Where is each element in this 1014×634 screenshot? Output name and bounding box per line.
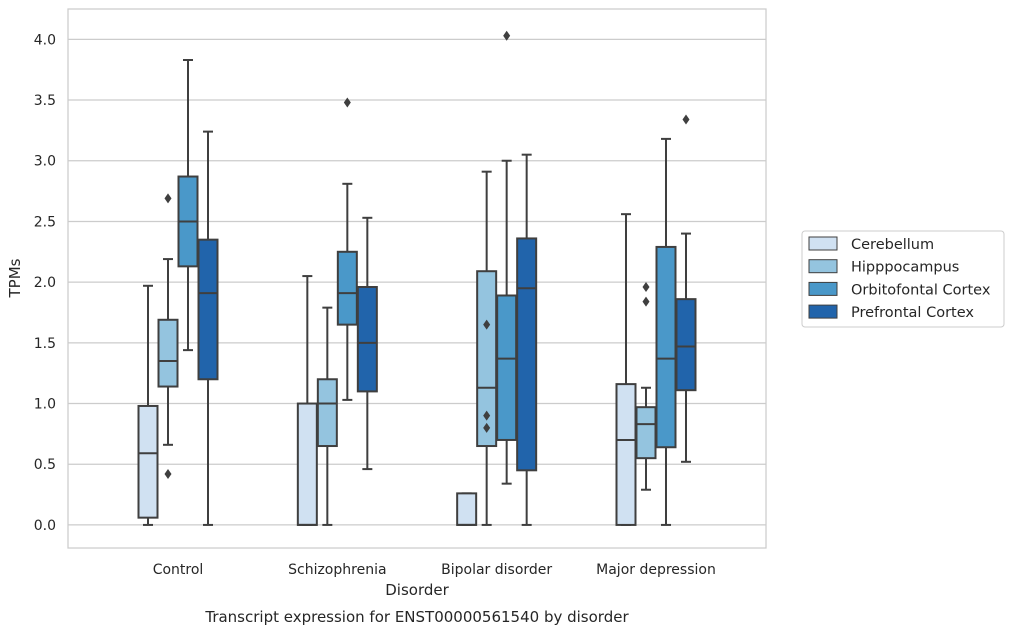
box-series — [137, 30, 697, 526]
box-group — [456, 492, 478, 526]
box-group — [336, 97, 358, 401]
y-axis-tick-labels: 0.0 0.5 1.0 1.5 2.0 2.5 3.0 3.5 4.0 — [34, 32, 56, 534]
chart-caption: Transcript expression for ENST0000056154… — [204, 608, 629, 626]
legend-frame — [801, 230, 1005, 328]
outlier-point — [503, 30, 511, 41]
box-group — [197, 130, 219, 526]
box-group — [675, 114, 697, 463]
y-axis-title: TPMs — [6, 258, 24, 298]
box-group — [177, 58, 199, 352]
box-group — [157, 193, 179, 479]
legend: Cerebellum Hipppocampus Orbitofontal Corte… — [801, 230, 1005, 328]
box — [316, 378, 338, 448]
box — [456, 492, 478, 526]
y-tick-label: 2.5 — [34, 214, 56, 230]
x-axis-tick-labels: Control Schizophrenia Bipolar disorder Majo… — [153, 562, 716, 578]
box — [137, 404, 159, 519]
box — [157, 318, 179, 388]
legend-swatch — [808, 259, 838, 274]
box — [496, 294, 518, 441]
box-group — [296, 275, 318, 526]
box-group — [476, 170, 498, 526]
outlier-point — [164, 193, 172, 204]
y-tick-label: 4.0 — [34, 32, 56, 48]
legend-swatch — [808, 304, 838, 319]
box — [336, 250, 358, 326]
y-tick-label: 1.0 — [34, 397, 56, 413]
box-group — [635, 281, 657, 491]
outlier-point — [343, 97, 351, 108]
legend-swatch — [808, 236, 838, 251]
y-tick-label: 3.0 — [34, 154, 56, 170]
legend-label: Cerebellum — [851, 237, 934, 253]
box-group — [496, 30, 518, 485]
box-group — [615, 213, 637, 526]
box — [296, 402, 318, 526]
legend-label: Hipppocampus — [851, 260, 959, 276]
box — [655, 245, 677, 449]
legend-label: Orbitofontal Cortex — [851, 282, 991, 298]
box-group — [516, 153, 538, 526]
x-tick-label: Control — [153, 562, 204, 578]
y-tick-label: 2.0 — [34, 275, 56, 291]
box — [675, 298, 697, 392]
outlier-point — [164, 468, 172, 479]
x-tick-label: Bipolar disorder — [441, 562, 552, 578]
outlier-point — [642, 281, 650, 292]
x-tick-label: Schizophrenia — [288, 562, 386, 578]
box-group — [137, 284, 159, 526]
box — [615, 383, 637, 526]
legend-label: Prefrontal Cortex — [851, 305, 974, 321]
box-group — [316, 306, 338, 526]
y-tick-label: 0.0 — [34, 518, 56, 534]
outlier-point — [682, 114, 690, 125]
y-tick-label: 0.5 — [34, 457, 56, 473]
grid-lines — [68, 38, 766, 526]
box-group — [356, 216, 378, 471]
plot-area-border — [67, 8, 767, 549]
outlier-point — [483, 410, 491, 421]
outlier-point — [483, 319, 491, 330]
legend-swatch — [808, 281, 838, 296]
box — [635, 406, 657, 460]
outlier-point — [483, 422, 491, 433]
outlier-point — [642, 296, 650, 307]
y-tick-label: 3.5 — [34, 93, 56, 109]
y-tick-label: 1.5 — [34, 336, 56, 352]
x-tick-label: Major depression — [596, 562, 716, 578]
box — [516, 237, 538, 472]
box — [197, 238, 219, 381]
x-axis-title: Disorder — [385, 581, 449, 599]
box — [356, 285, 378, 393]
